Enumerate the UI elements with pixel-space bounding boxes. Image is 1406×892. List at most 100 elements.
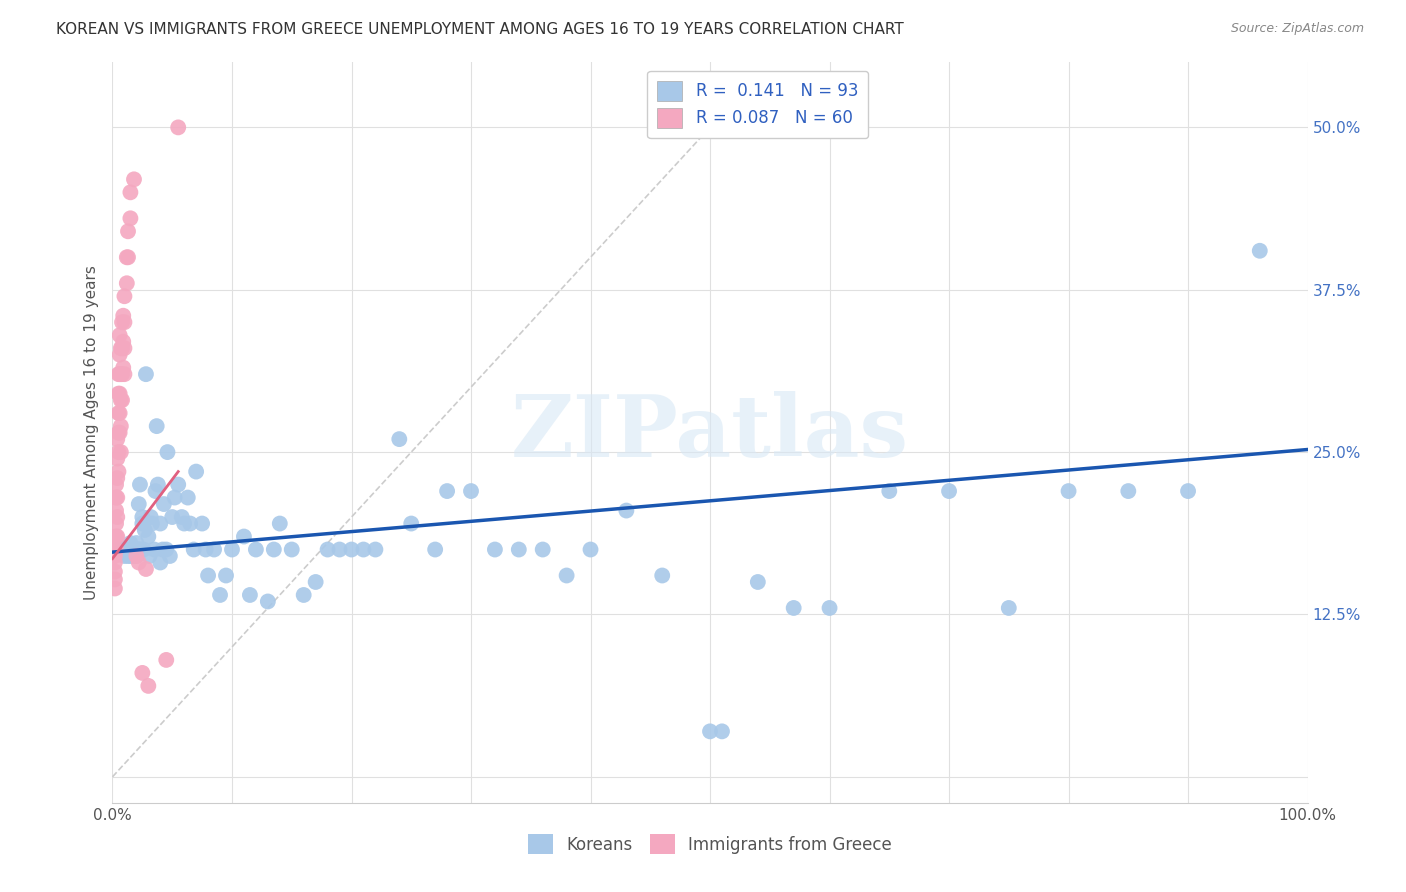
Point bbox=[364, 542, 387, 557]
Point bbox=[111, 367, 134, 381]
Text: ZIPatlas: ZIPatlas bbox=[510, 391, 910, 475]
Point bbox=[149, 556, 172, 570]
Point bbox=[156, 445, 179, 459]
Point bbox=[484, 542, 506, 557]
Point bbox=[117, 250, 139, 264]
Point bbox=[579, 542, 602, 557]
Point bbox=[105, 542, 128, 557]
Point bbox=[110, 367, 132, 381]
Point bbox=[134, 523, 156, 537]
Point bbox=[167, 477, 190, 491]
Point bbox=[108, 425, 131, 440]
Point bbox=[173, 516, 195, 531]
Point bbox=[194, 542, 217, 557]
Point bbox=[1249, 244, 1271, 258]
Point bbox=[340, 542, 363, 557]
Point bbox=[651, 568, 673, 582]
Point bbox=[114, 341, 135, 355]
Point bbox=[998, 601, 1021, 615]
Point bbox=[879, 484, 901, 499]
Point bbox=[112, 360, 135, 375]
Point bbox=[122, 549, 145, 563]
Point bbox=[127, 542, 149, 557]
Point bbox=[1057, 484, 1080, 499]
Point bbox=[120, 211, 142, 226]
Point bbox=[531, 542, 554, 557]
Point bbox=[153, 497, 176, 511]
Point bbox=[129, 477, 152, 491]
Point bbox=[711, 724, 734, 739]
Point bbox=[460, 484, 482, 499]
Point bbox=[110, 393, 132, 408]
Point bbox=[269, 516, 291, 531]
Point bbox=[114, 367, 135, 381]
Point bbox=[245, 542, 267, 557]
Point bbox=[699, 724, 721, 739]
Point bbox=[107, 425, 129, 440]
Point bbox=[114, 542, 135, 557]
Point bbox=[209, 588, 232, 602]
Point bbox=[115, 250, 138, 264]
Point bbox=[111, 341, 134, 355]
Point bbox=[104, 542, 127, 557]
Point bbox=[508, 542, 530, 557]
Point bbox=[108, 348, 131, 362]
Point bbox=[388, 432, 411, 446]
Point bbox=[191, 516, 214, 531]
Point bbox=[131, 665, 153, 680]
Point bbox=[155, 542, 177, 557]
Point bbox=[305, 574, 328, 589]
Point bbox=[111, 393, 134, 408]
Point bbox=[143, 542, 166, 557]
Point bbox=[135, 562, 157, 576]
Point bbox=[110, 445, 132, 459]
Point bbox=[110, 419, 132, 434]
Point bbox=[107, 445, 129, 459]
Point bbox=[105, 471, 128, 485]
Point bbox=[747, 574, 769, 589]
Point bbox=[105, 491, 128, 505]
Point bbox=[105, 491, 128, 505]
Point bbox=[117, 549, 139, 563]
Point bbox=[179, 516, 201, 531]
Point bbox=[141, 516, 163, 531]
Point bbox=[138, 549, 160, 563]
Point bbox=[108, 386, 131, 401]
Point bbox=[104, 573, 127, 587]
Point bbox=[132, 542, 155, 557]
Point bbox=[110, 542, 132, 557]
Point bbox=[107, 465, 129, 479]
Point bbox=[122, 172, 145, 186]
Point bbox=[1177, 484, 1199, 499]
Point bbox=[138, 679, 160, 693]
Point bbox=[112, 309, 135, 323]
Point bbox=[120, 549, 142, 563]
Point bbox=[120, 186, 142, 200]
Point bbox=[117, 224, 139, 238]
Point bbox=[149, 516, 172, 531]
Point bbox=[263, 542, 285, 557]
Point bbox=[782, 601, 804, 615]
Point bbox=[107, 406, 129, 420]
Point bbox=[104, 565, 127, 579]
Point bbox=[125, 549, 148, 563]
Point bbox=[352, 542, 374, 557]
Point bbox=[108, 406, 131, 420]
Point bbox=[131, 510, 153, 524]
Point bbox=[105, 529, 128, 543]
Point bbox=[1118, 484, 1140, 499]
Point bbox=[114, 289, 135, 303]
Point bbox=[316, 542, 339, 557]
Point bbox=[146, 477, 169, 491]
Point bbox=[257, 594, 280, 608]
Point bbox=[125, 536, 148, 550]
Point bbox=[111, 542, 134, 557]
Point bbox=[145, 419, 167, 434]
Point bbox=[105, 451, 128, 466]
Point bbox=[401, 516, 423, 531]
Point bbox=[115, 277, 138, 291]
Point bbox=[233, 529, 256, 543]
Point bbox=[105, 510, 128, 524]
Point bbox=[281, 542, 304, 557]
Point bbox=[197, 568, 219, 582]
